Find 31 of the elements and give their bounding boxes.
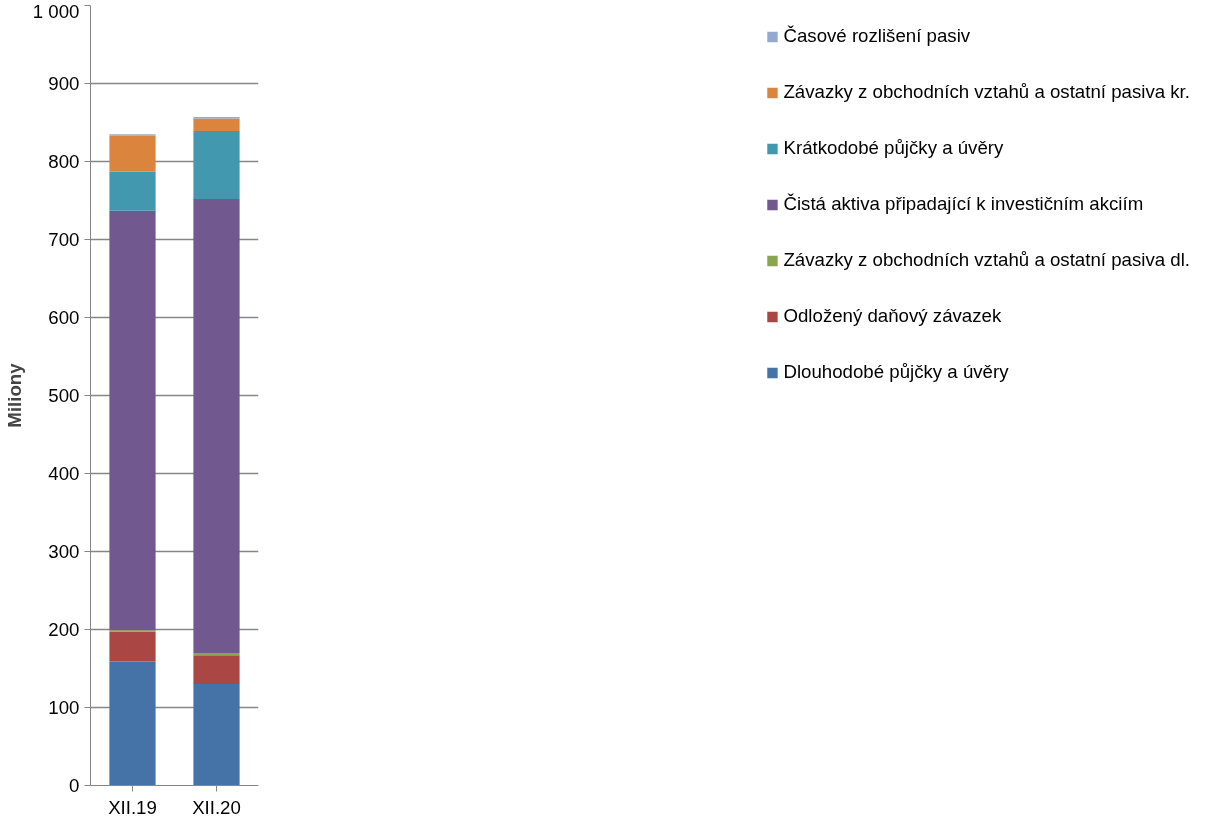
- y-tick-label: 900: [48, 73, 80, 94]
- legend-label: Krátkodobé půjčky a úvěry: [783, 137, 1004, 159]
- y-tick-label: 1 000: [32, 0, 80, 22]
- y-tick-label: 300: [48, 541, 80, 562]
- y-tick-label: 700: [48, 229, 80, 250]
- bar: [193, 655, 240, 685]
- bar: [109, 210, 156, 631]
- legend-label: Závazky z obchodních vztahů a ostatní pasiva dl.: [783, 249, 1190, 271]
- bar: [193, 684, 240, 786]
- y-tick-label: 600: [48, 307, 80, 328]
- bar: [109, 135, 156, 172]
- y-axis-title: Miliony: [3, 362, 25, 428]
- bar: [109, 171, 156, 211]
- y-tick-label: 800: [48, 151, 80, 172]
- x-tick-label: XII.20: [192, 796, 241, 818]
- y-tick-label: 200: [48, 619, 80, 640]
- bar: [109, 661, 156, 786]
- x-tick-label: XII.19: [108, 796, 157, 818]
- legend-label: Odložený daňový závazek: [783, 305, 1002, 327]
- bar: [193, 198, 240, 653]
- bar: [193, 118, 240, 132]
- bar: [193, 131, 240, 199]
- legend-label: Čistá aktiva připadající k investičním akciím: [783, 193, 1144, 215]
- y-tick-label: 100: [48, 697, 80, 718]
- y-tick-label: 500: [48, 385, 80, 406]
- y-tick-label: 400: [48, 463, 80, 484]
- bar: [109, 631, 156, 662]
- legend-label: Dlouhodobé půjčky a úvěry: [783, 361, 1009, 383]
- y-tick-label: 0: [69, 775, 80, 796]
- legend-label: Závazky z obchodních vztahů a ostatní pasiva kr.: [783, 81, 1190, 103]
- legend-label: Časové rozlišení pasiv: [783, 25, 971, 47]
